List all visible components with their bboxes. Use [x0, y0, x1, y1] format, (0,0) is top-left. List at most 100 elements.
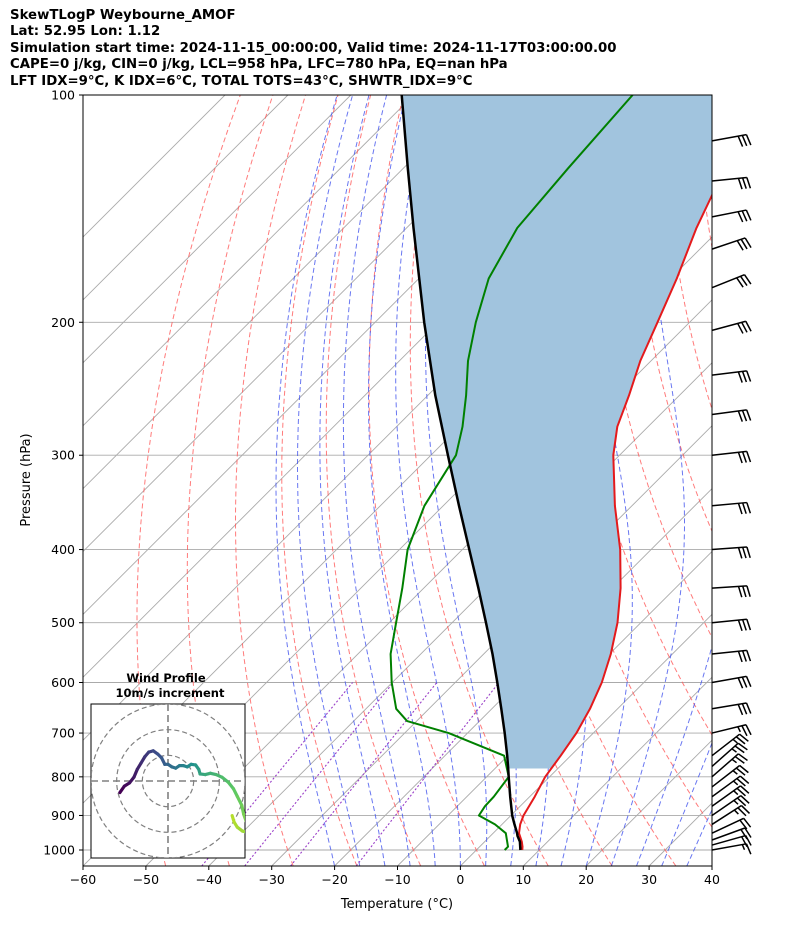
hodograph-plot: [91, 704, 253, 858]
mixing-ratio-line: [290, 682, 438, 866]
wind-barb: [711, 753, 748, 778]
wind-barb: [711, 370, 752, 383]
wind-barb: [711, 804, 751, 826]
isotherm: [460, 613, 712, 866]
wind-barb-flag: [737, 619, 743, 632]
wind-barb: [711, 409, 752, 422]
temperature-line: [518, 192, 712, 851]
wind-barb-flag: [733, 799, 739, 805]
wind-barb: [711, 133, 752, 147]
wind-barb-flag: [739, 819, 748, 830]
moist-adiabat: [610, 95, 685, 866]
wind-barb-flag: [734, 755, 745, 764]
wind-barb-flag: [740, 238, 748, 250]
dry-adiabat: [663, 95, 712, 411]
x-tick-label: 10: [515, 872, 531, 887]
wind-barb-flag: [741, 650, 747, 662]
wind-barb-flag: [737, 452, 743, 464]
wind-barb-flag: [745, 134, 752, 146]
wind-barb-shaft: [711, 834, 746, 846]
wind-barb-flag: [740, 805, 751, 815]
wind-barb-flag: [741, 371, 748, 383]
wind-barb-shaft: [711, 370, 747, 376]
wind-barb: [711, 827, 752, 841]
wind-barb: [711, 724, 752, 737]
wind-barb-shaft: [711, 764, 741, 788]
x-tick-label: −40: [196, 872, 222, 887]
wind-barb-flag: [737, 371, 743, 383]
wind-barb-flag: [735, 736, 746, 745]
isotherm: [711, 865, 712, 866]
wind-barb: [711, 176, 752, 190]
wind-barb-flag: [746, 502, 752, 514]
x-tick-label: 0: [456, 872, 464, 887]
x-axis-label: Temperature (°C): [340, 897, 453, 912]
isotherm: [522, 676, 712, 866]
isotherm: [83, 95, 477, 490]
wind-barb-shaft: [711, 409, 747, 416]
moist-adiabat: [395, 95, 461, 866]
wind-barb-flag: [739, 733, 749, 742]
wind-barb-shaft: [711, 546, 747, 551]
wind-barb-shaft: [711, 827, 746, 841]
wind-barb-flag: [737, 586, 743, 598]
y-tick-label: 900: [51, 808, 75, 823]
wind-barb: [711, 764, 749, 788]
moist-adiabat: [342, 95, 411, 866]
wind-barb-shaft: [711, 785, 741, 807]
hodograph-title: Wind Profile: [126, 671, 206, 685]
x-tick-label: −60: [70, 872, 96, 887]
x-tick-label: 30: [641, 872, 657, 887]
hodograph-trace: [240, 829, 245, 834]
chart-header: SkewTLogP Weybourne_AMOF Lat: 52.95 Lon:…: [10, 8, 617, 90]
wind-barb-shaft: [711, 501, 747, 507]
moist-adiabat: [636, 644, 712, 866]
wind-barb-flag: [737, 547, 743, 559]
wind-barb-flag: [746, 370, 752, 382]
wind-barb-flag: [741, 410, 748, 422]
wind-barb-shaft: [711, 775, 741, 798]
wind-barb-flag: [745, 676, 752, 688]
wind-barb-flag: [745, 209, 752, 221]
isotherm: [775, 95, 794, 866]
isotherm: [83, 95, 415, 427]
wind-barb-flag: [743, 274, 752, 285]
wind-barb-shaft: [711, 795, 742, 817]
wind-barb: [711, 450, 752, 464]
wind-barb-flag: [737, 323, 744, 334]
x-tick-label: −10: [384, 872, 410, 887]
moist-adiabat: [275, 95, 338, 866]
stability-parameters: CAPE=0 j/kg, CIN=0 j/kg, LCL=958 hPa, LF…: [10, 57, 508, 73]
wind-barb: [711, 274, 752, 289]
simulation-times: Simulation start time: 2024-11-15_00:00:…: [10, 40, 617, 56]
wind-barb-flag: [745, 320, 752, 332]
wind-barb-flag: [737, 677, 744, 689]
wind-barb-shaft: [711, 733, 741, 757]
wind-barb-flag: [741, 619, 747, 631]
wind-barb-flag: [740, 836, 748, 847]
wind-barb-flag: [734, 745, 745, 754]
wind-barb-flag: [740, 829, 748, 840]
wind-barb-shaft: [711, 724, 747, 734]
hodograph-trace: [250, 830, 253, 834]
wind-barb-flag: [737, 410, 744, 422]
dry-adiabat: [186, 95, 274, 866]
wind-barb-flag: [739, 785, 750, 794]
dry-adiabat: [325, 95, 422, 866]
wind-barb-flag: [741, 451, 748, 463]
station-location: Lat: 52.95 Lon: 1.12: [10, 24, 161, 40]
wind-barb-flag: [742, 547, 747, 559]
wind-barb-shaft: [711, 742, 739, 767]
wind-barb-shaft: [711, 753, 739, 778]
wind-barb-flag: [739, 764, 749, 774]
wind-barb: [711, 742, 748, 767]
moist-adiabat: [425, 95, 488, 866]
wind-barb-shaft: [711, 649, 747, 655]
wind-barb-flag: [746, 451, 752, 463]
y-tick-label: 700: [51, 726, 75, 741]
wind-barb-flag: [739, 775, 750, 785]
wind-barb-flag: [746, 177, 752, 189]
wind-barb-flag: [743, 817, 752, 828]
wind-barb-flag: [741, 210, 748, 222]
wind-barb-shaft: [711, 209, 747, 218]
